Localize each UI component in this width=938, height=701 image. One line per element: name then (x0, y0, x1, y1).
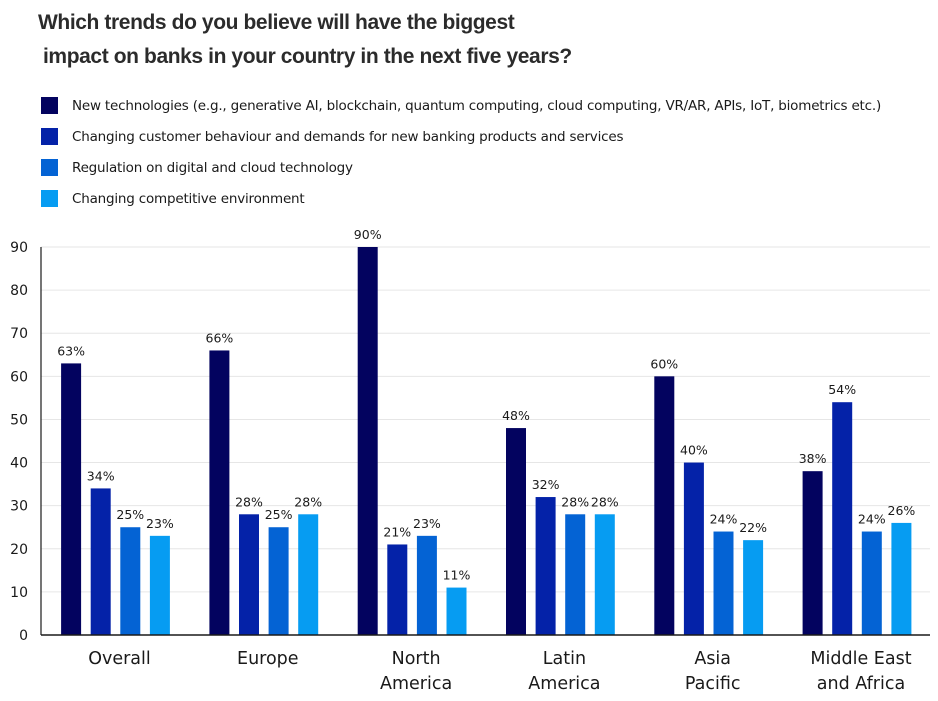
bar-value-label: 38% (799, 451, 827, 466)
bar (416, 535, 437, 635)
y-tick-label: 80 (10, 283, 28, 299)
bar (743, 540, 764, 635)
x-tick-label: Asia (694, 649, 731, 669)
x-tick-label: Latin (543, 649, 586, 669)
bar (239, 514, 259, 635)
legend-item-regulation: Regulation on digital and cloud technolo… (41, 152, 881, 183)
y-tick-label: 50 (10, 412, 28, 428)
x-tick-label: America (380, 674, 452, 694)
bar-value-label: 22% (739, 520, 767, 535)
bar-value-label: 28% (591, 494, 619, 509)
legend-item-competitive-environment: Changing competitive environment (41, 183, 881, 214)
bar (446, 587, 467, 635)
bar (891, 522, 912, 635)
bar-value-label: 48% (502, 408, 530, 423)
y-axis-ticks: 0 10 20 30 40 50 60 70 80 90 (10, 240, 28, 644)
y-tick-label: 20 (10, 542, 28, 558)
bar (654, 376, 675, 635)
bar-value-label: 60% (650, 356, 678, 371)
legend: New technologies (e.g., generative AI, b… (41, 90, 881, 214)
y-tick-label: 60 (10, 369, 28, 385)
y-tick-label: 70 (10, 326, 28, 342)
bar-value-label: 23% (146, 516, 174, 531)
legend-label: Regulation on digital and cloud technolo… (72, 159, 353, 176)
y-tick-label: 90 (10, 240, 28, 256)
x-tick-label: Europe (237, 649, 299, 669)
bar (268, 527, 289, 635)
x-tick-label: and Africa (817, 674, 905, 694)
bar-value-label: 90% (354, 227, 382, 242)
legend-label: New technologies (e.g., generative AI, b… (72, 97, 882, 114)
chart-title-line-2: impact on banks in your country in the n… (43, 45, 572, 68)
x-tick-label: Overall (88, 649, 151, 669)
bar (506, 428, 526, 635)
bar (802, 471, 823, 635)
bar-value-label: 54% (828, 382, 856, 397)
chart-title: Which trends do you believe will have th… (38, 6, 572, 74)
bars (61, 247, 912, 635)
bar (298, 514, 319, 635)
x-tick-label: America (528, 674, 600, 694)
legend-item-customer-behaviour: Changing customer behaviour and demands … (41, 121, 881, 152)
bar-value-label: 21% (383, 524, 411, 539)
x-axis-labels: Overall Europe North America Latin America Asi… (88, 649, 911, 694)
bar (90, 488, 111, 635)
gridlines (41, 246, 930, 593)
bar-value-label: 34% (87, 468, 115, 483)
bar (594, 514, 615, 635)
bar-value-label: 66% (206, 330, 234, 345)
bar-value-label: 40% (680, 443, 708, 458)
legend-swatch (41, 97, 58, 114)
y-tick-label: 30 (10, 499, 28, 515)
bar-value-label: 24% (710, 512, 738, 527)
bar (357, 247, 378, 635)
bar (832, 402, 853, 635)
bar (149, 535, 170, 635)
bar (535, 497, 556, 635)
bar-value-label: 63% (57, 343, 85, 358)
bar-value-label: 25% (116, 507, 144, 522)
bar-value-label: 23% (413, 516, 441, 531)
bar-value-label: 28% (235, 494, 263, 509)
y-tick-label: 10 (10, 585, 28, 601)
bar-value-label: 24% (858, 512, 886, 527)
bar-labels: 63%34%25%23%66%28%25%28%90%21%23%11%48%3… (57, 227, 915, 583)
y-tick-label: 40 (10, 456, 28, 472)
bar-value-label: 28% (294, 494, 322, 509)
bar-value-label: 25% (265, 507, 293, 522)
y-tick-label: 0 (19, 628, 28, 644)
legend-label: Changing customer behaviour and demands … (72, 128, 624, 145)
bar (683, 462, 704, 635)
x-tick-label: Pacific (685, 674, 741, 694)
bar (861, 531, 882, 635)
x-tick-label: Middle East (810, 649, 911, 669)
bar (120, 527, 141, 635)
chart-title-line-1: Which trends do you believe will have th… (38, 11, 515, 34)
legend-swatch (41, 190, 58, 207)
bar-value-label: 28% (561, 494, 589, 509)
legend-label: Changing competitive environment (72, 190, 305, 207)
x-tick-label: North (392, 649, 441, 669)
legend-swatch (41, 159, 58, 176)
bar (61, 363, 82, 635)
bar-value-label: 11% (443, 568, 471, 583)
bar (565, 514, 586, 635)
bar-value-label: 26% (888, 503, 916, 518)
legend-swatch (41, 128, 58, 145)
bar (713, 531, 734, 635)
legend-item-new-technologies: New technologies (e.g., generative AI, b… (41, 90, 881, 121)
bar (387, 544, 408, 635)
bar-value-label: 32% (532, 477, 560, 492)
bar (209, 350, 230, 635)
